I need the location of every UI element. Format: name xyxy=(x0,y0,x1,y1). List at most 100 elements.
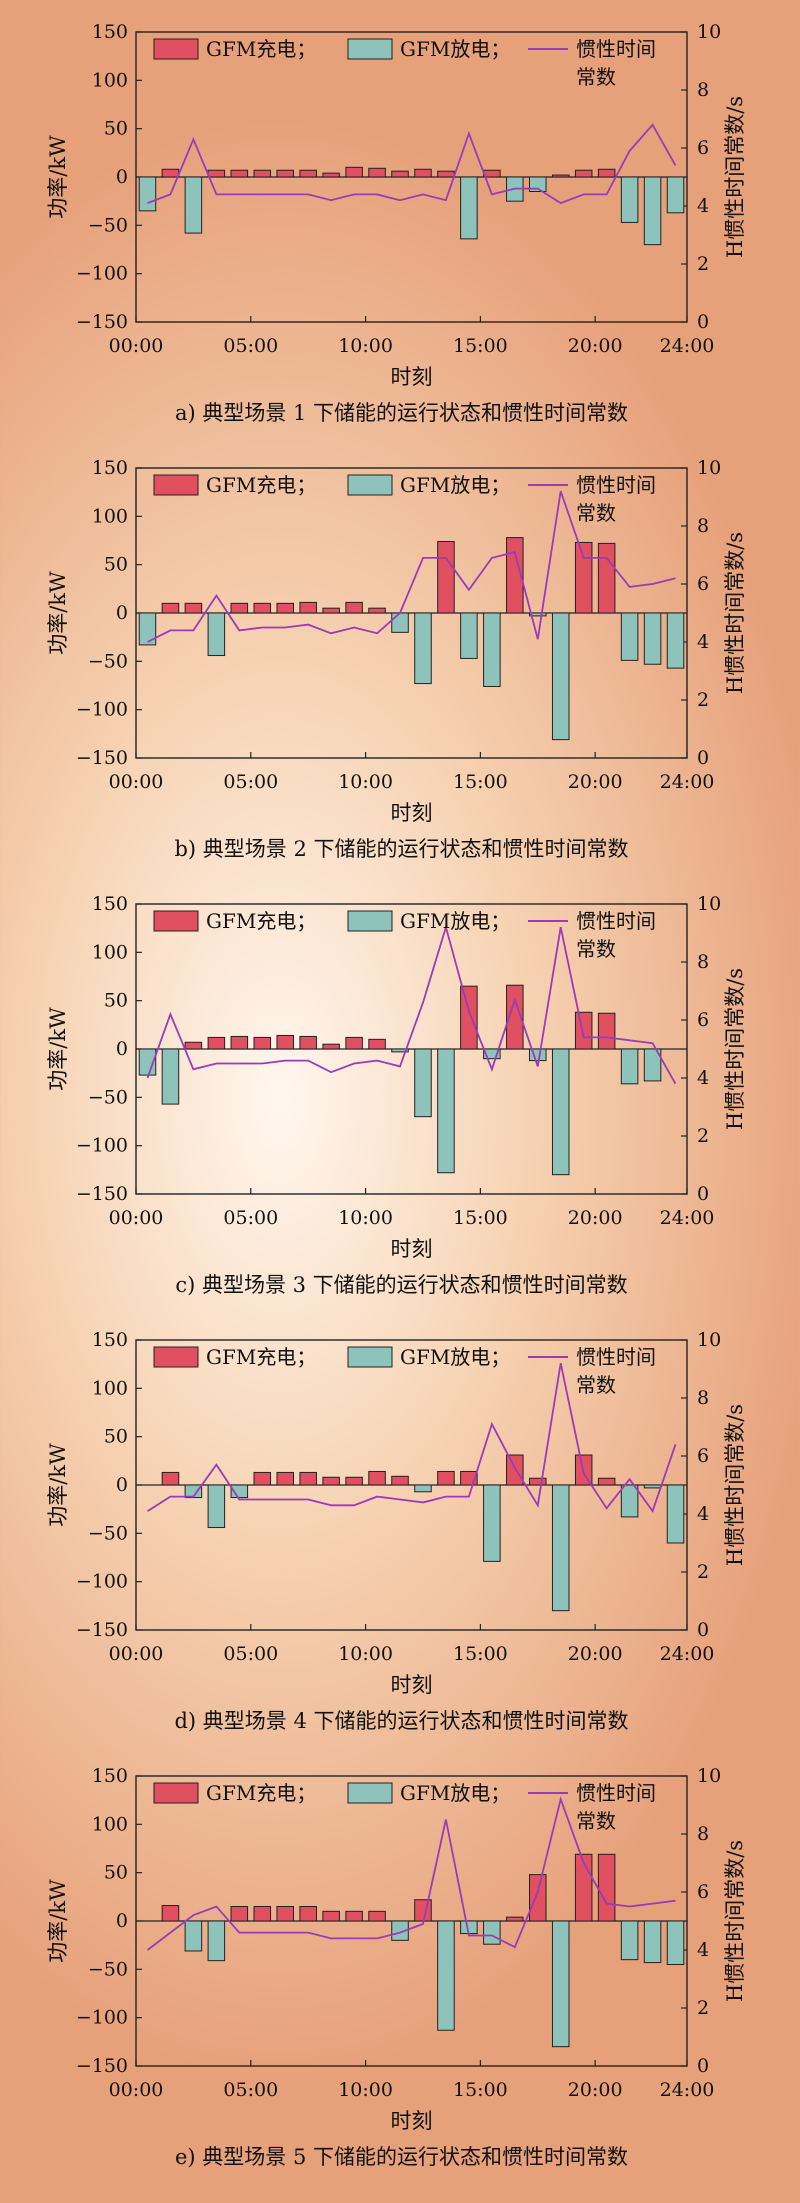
charge-bar xyxy=(574,169,593,178)
legend-discharge-label: GFM放电； xyxy=(400,1345,510,1369)
charge-bar xyxy=(276,1471,294,1486)
charge-bar xyxy=(322,172,340,178)
discharge-bar xyxy=(666,176,685,214)
y-axis-label: 功率/kW xyxy=(46,1007,70,1091)
x-tick-label: 20:00 xyxy=(568,335,623,357)
charge-bar xyxy=(391,1475,409,1486)
charge-bar xyxy=(299,1471,317,1486)
y2-tick-label: 0 xyxy=(697,2055,709,2077)
charge-bar xyxy=(506,537,524,614)
legend-charge-swatch xyxy=(153,474,199,496)
charge-bar xyxy=(322,1476,340,1486)
x-tick-label: 05:00 xyxy=(223,1207,278,1229)
y-tick-label: −100 xyxy=(76,1135,128,1157)
chart-panel: 150 100 50 0 −50 −100 −150 10 8 6 4 2 0 00:00 05:00 10:… xyxy=(46,1765,747,2169)
x-axis-label: 时刻 xyxy=(391,801,433,825)
charge-bar xyxy=(161,1471,180,1486)
chart-caption: c) 典型场景 3 下储能的运行状态和惯性时间常数 xyxy=(175,1273,627,1297)
discharge-bar xyxy=(620,612,639,661)
y-tick-label: 50 xyxy=(104,1862,128,1884)
charge-bar xyxy=(345,166,363,178)
charge-bar xyxy=(230,1906,249,1922)
discharge-bar xyxy=(620,1484,639,1518)
charge-bar xyxy=(207,169,226,178)
y-tick-label: 50 xyxy=(104,118,128,140)
x-tick-label: 20:00 xyxy=(568,2079,623,2101)
legend-discharge-swatch xyxy=(347,38,393,60)
y2-axis-label: H惯性时间常数/s xyxy=(723,1840,747,2002)
y-tick-label: 100 xyxy=(92,1377,128,1399)
discharge-bar xyxy=(483,1484,501,1562)
discharge-bar xyxy=(161,1048,180,1105)
x-axis-label: 时刻 xyxy=(391,1673,433,1697)
chart-caption: e) 典型场景 5 下储能的运行状态和惯性时间常数 xyxy=(175,2145,628,2169)
y-tick-label: −150 xyxy=(76,1619,128,1641)
discharge-bar xyxy=(414,1048,432,1118)
x-tick-label: 00:00 xyxy=(109,335,164,357)
discharge-bar xyxy=(391,1048,409,1053)
charge-bar xyxy=(345,1476,363,1486)
y-tick-label: −100 xyxy=(76,699,128,721)
x-tick-label: 00:00 xyxy=(109,1207,164,1229)
x-tick-label: 10:00 xyxy=(338,335,393,357)
y-tick-label: −100 xyxy=(76,2007,128,2029)
legend-charge-swatch xyxy=(153,910,199,932)
discharge-bar xyxy=(414,1484,432,1493)
charge-bar xyxy=(276,1906,294,1922)
y2-tick-label: 0 xyxy=(697,1183,709,1205)
charge-bar xyxy=(368,607,386,614)
x-tick-label: 24:00 xyxy=(660,771,715,793)
y2-tick-label: 8 xyxy=(697,1823,709,1845)
legend-inertia-label-2: 常数 xyxy=(576,937,616,961)
discharge-bar xyxy=(529,612,547,617)
charge-bar xyxy=(253,1906,272,1922)
discharge-bar xyxy=(666,1920,685,1965)
charge-bar xyxy=(506,1454,524,1486)
x-tick-label: 20:00 xyxy=(568,1643,623,1665)
charge-bar xyxy=(322,607,340,614)
discharge-bar xyxy=(184,1920,203,1952)
x-tick-label: 15:00 xyxy=(453,771,508,793)
inertia-line xyxy=(147,123,677,205)
y2-axis-label: H惯性时间常数/s xyxy=(723,968,747,1130)
y-tick-label: −150 xyxy=(76,311,128,333)
charge-bar xyxy=(529,1874,547,1922)
charge-bar xyxy=(551,174,570,178)
charge-bar xyxy=(253,602,272,614)
charge-bar xyxy=(184,1041,203,1050)
y2-tick-label: 4 xyxy=(697,1067,709,1089)
legend-inertia-label-2: 常数 xyxy=(576,1373,616,1397)
legend-inertia-label-2: 常数 xyxy=(576,501,616,525)
charge-bar xyxy=(437,1470,455,1486)
y-axis-label: 功率/kW xyxy=(46,1879,70,1963)
discharge-bar xyxy=(483,612,501,687)
legend-charge-label: GFM充电； xyxy=(206,37,316,61)
charge-bar xyxy=(368,1470,386,1486)
x-tick-label: 20:00 xyxy=(568,771,623,793)
y2-axis-label: H惯性时间常数/s xyxy=(723,1404,747,1566)
y-tick-label: 100 xyxy=(92,505,128,527)
y-tick-label: 50 xyxy=(104,1426,128,1448)
y-tick-label: −50 xyxy=(88,1086,128,1108)
y-tick-label: 100 xyxy=(92,69,128,91)
charge-bar xyxy=(161,1905,180,1922)
y2-tick-label: 4 xyxy=(697,631,709,653)
legend-charge-label: GFM充电； xyxy=(206,473,316,497)
y2-tick-label: 2 xyxy=(697,1561,709,1583)
discharge-bar xyxy=(551,612,570,741)
charge-bar xyxy=(460,985,478,1050)
x-tick-label: 05:00 xyxy=(223,2079,278,2101)
legend-discharge-label: GFM放电； xyxy=(400,473,510,497)
legend-charge-label: GFM充电； xyxy=(206,1345,316,1369)
discharge-bar xyxy=(184,1484,203,1499)
x-tick-label: 24:00 xyxy=(660,2079,715,2101)
discharge-bar xyxy=(437,1048,455,1174)
inertia-line xyxy=(147,1363,677,1514)
y-tick-label: 0 xyxy=(116,1038,128,1060)
y-tick-label: 150 xyxy=(92,1765,128,1787)
y-axis-label: 功率/kW xyxy=(46,571,70,655)
y2-tick-label: 10 xyxy=(697,21,721,43)
discharge-bar xyxy=(138,612,157,646)
charge-bar xyxy=(368,1910,386,1922)
y-tick-label: −50 xyxy=(88,1958,128,1980)
